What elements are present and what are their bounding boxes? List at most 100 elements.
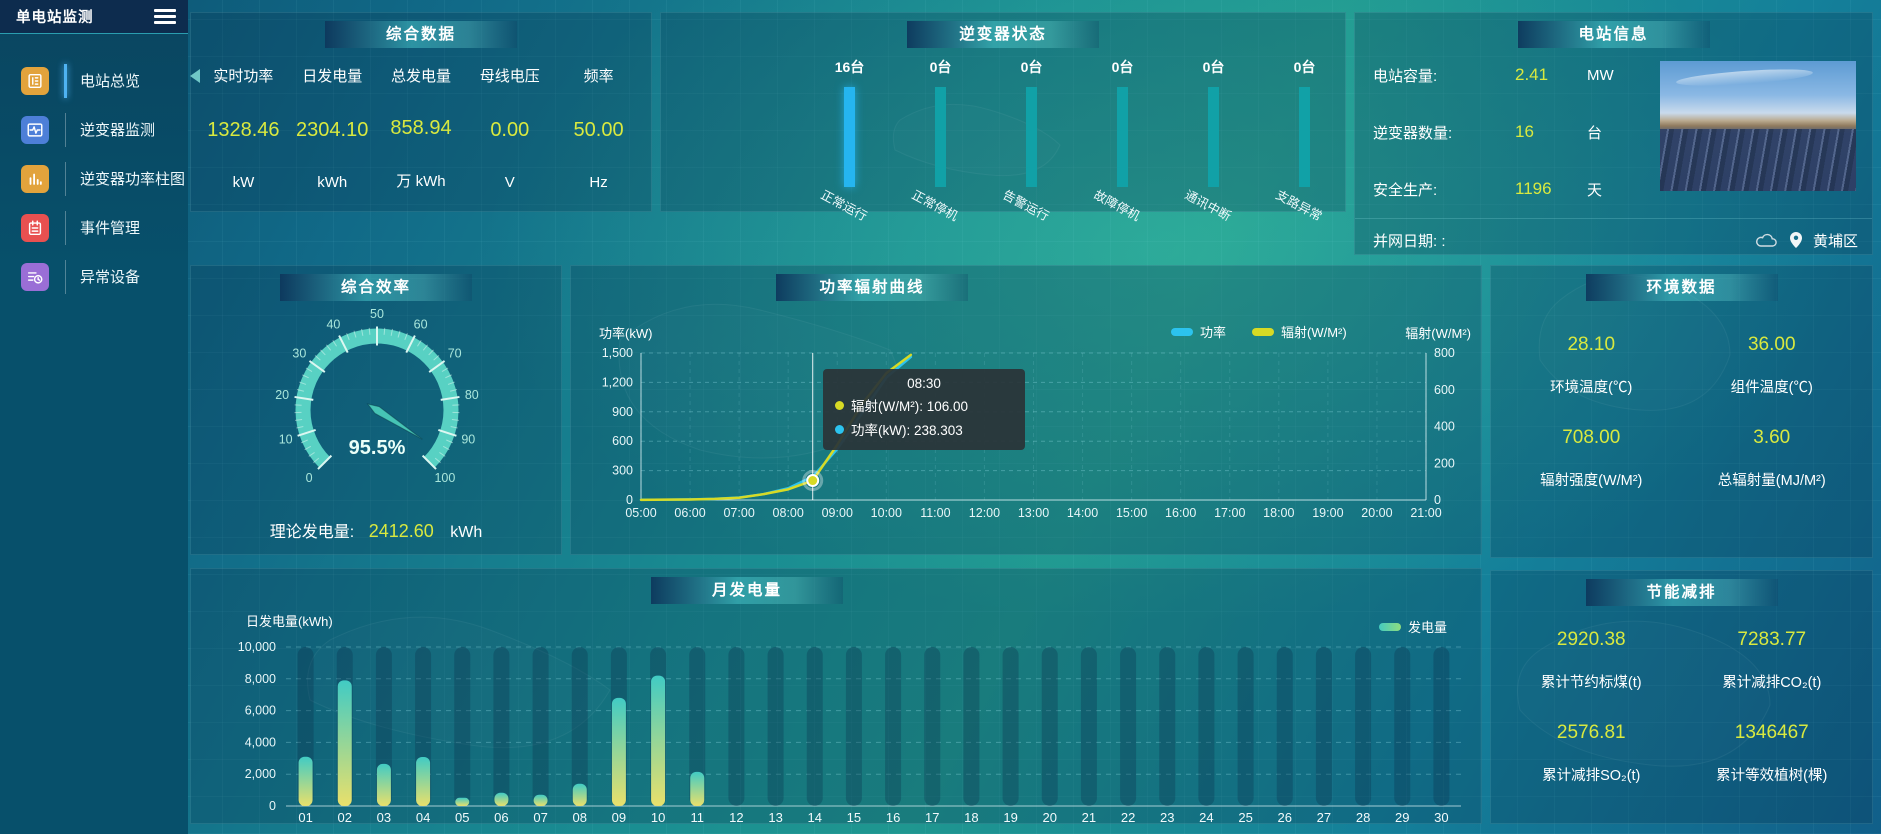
y-axis-name-daily-generation: 日发电量(kWh): [246, 614, 333, 629]
svg-text:40: 40: [326, 317, 340, 331]
svg-text:04: 04: [416, 810, 430, 825]
panel-environment: 环境数据 28.10 环境温度(℃) 36.00 组件温度(℃) 708.00 辐射强度(…: [1490, 265, 1873, 558]
metric-value: 1328.46: [207, 118, 280, 141]
tooltip-time: 08:30: [907, 376, 941, 391]
inverter-status-column: 0台 告警运行: [986, 57, 1077, 224]
menu-item-separator: [65, 161, 66, 196]
y-axis-name-power: 功率(kW): [599, 326, 653, 341]
legend-item-发电量[interactable]: 发电量: [1378, 617, 1447, 636]
sidebar-item-电站总览[interactable]: 电站总览: [0, 56, 188, 105]
metric-label: 母线电压: [479, 68, 540, 85]
status-count: 0台: [1202, 59, 1225, 75]
svg-text:20: 20: [1043, 810, 1057, 825]
monthly-legend: 发电量: [1378, 617, 1447, 636]
panel-inverter-status: 逆变器状态 16台 正常运行 0台 正常停机 0台 告警运行 0台 故障停机 0台 通讯中断 0台支…: [660, 12, 1346, 224]
legend-item-功率[interactable]: 功率: [1171, 322, 1226, 341]
svg-text:02: 02: [338, 810, 352, 825]
legend-marker: [1378, 622, 1401, 631]
stat-label: 总辐射量(MJ/M²): [1717, 473, 1826, 489]
svg-text:0: 0: [1434, 493, 1441, 507]
inverter-status-column: 16台 正常运行: [804, 57, 895, 224]
svg-text:70: 70: [448, 347, 462, 361]
status-count: 0台: [1293, 59, 1316, 75]
stat-value: 1346467: [1734, 722, 1809, 743]
svg-text:05: 05: [455, 810, 469, 825]
stat-label: 累计减排SO₂(t): [1542, 768, 1641, 784]
svg-text:4,000: 4,000: [245, 735, 276, 749]
panel-title-environment: 环境数据: [1585, 274, 1778, 301]
hamburger-menu-icon[interactable]: [152, 4, 178, 30]
panel-title-inverter-status: 逆变器状态: [907, 21, 1099, 48]
svg-text:16:00: 16:00: [1165, 506, 1196, 520]
station-row-value: 16: [1515, 122, 1534, 141]
sidebar-item-label: 异常设备: [80, 269, 141, 286]
svg-text:0: 0: [269, 799, 276, 813]
sidebar-collapse-arrow[interactable]: [190, 69, 200, 83]
legend-label: 功率: [1200, 325, 1227, 340]
station-info-row: 安全生产: 1196 天: [1373, 177, 1673, 201]
inverter-status-column: 0台 通讯中断: [1168, 57, 1259, 224]
tooltip-text: 功率(kW): 238.303: [851, 423, 963, 438]
station-info-row: 电站容量: 2.41 MW: [1373, 63, 1673, 87]
tooltip-line: 功率(kW): 238.303: [835, 419, 1013, 439]
status-count: 0台: [1020, 59, 1043, 75]
station-row-label: 电站容量:: [1373, 67, 1438, 85]
status-bar: [935, 87, 946, 187]
legend-item-辐射(W/M²)[interactable]: 辐射(W/M²): [1252, 322, 1347, 341]
stat-value: 28.10: [1567, 334, 1616, 355]
legend-marker: [1171, 327, 1193, 336]
svg-text:21:00: 21:00: [1410, 506, 1441, 520]
chart-tooltip: 08:30 辐射(W/M²): 106.00 功率(kW): 238.303: [823, 369, 1025, 450]
svg-text:06: 06: [494, 810, 508, 825]
stat-cell: 2920.38 累计节约标煤(t): [1501, 629, 1682, 692]
inverter-status-column: 0台 故障停机: [1077, 57, 1168, 224]
sidebar-item-label: 电站总览: [80, 73, 141, 90]
svg-text:09:00: 09:00: [822, 506, 853, 520]
metric-unit: Hz: [589, 174, 608, 191]
svg-text:18: 18: [964, 810, 978, 825]
sidebar-menu: 电站总览逆变器监测 逆变器功率柱图 事件管理异常设备: [0, 34, 188, 301]
summary-metrics: 实时功率 1328.46 kW 日发电量 2304.10 kWh 总发电量 858.94 万 k…: [199, 57, 643, 201]
sidebar: 单电站监测 电站总览 逆变器监测 逆变器功率柱图 事件管理 异常设备: [0, 0, 188, 834]
sidebar-item-逆变器功率柱图[interactable]: 逆变器功率柱图: [0, 154, 188, 203]
stat-label: 累计等效植树(棵): [1716, 768, 1828, 784]
power-curve-legend: 功率 辐射(W/M²): [1171, 322, 1347, 341]
summary-metric: 频率 50.00 Hz: [554, 57, 643, 201]
barchart-icon: [21, 164, 49, 193]
sidebar-item-异常设备[interactable]: 异常设备: [0, 252, 188, 301]
sidebar-item-逆变器监测[interactable]: 逆变器监测: [0, 105, 188, 154]
svg-text:95.5%: 95.5%: [349, 437, 406, 459]
tooltip-series-dot: [835, 400, 844, 410]
svg-text:13: 13: [768, 810, 782, 825]
metric-unit: kW: [232, 174, 255, 191]
summary-metric: 实时功率 1328.46 kW: [199, 57, 288, 201]
svg-text:18:00: 18:00: [1263, 506, 1294, 520]
station-row-value: 2.41: [1515, 65, 1549, 84]
panel-summary: 综合数据 实时功率 1328.46 kW 日发电量 2304.10 kWh 总发电量 858.…: [190, 12, 652, 212]
svg-text:2,000: 2,000: [245, 767, 276, 781]
svg-text:07:00: 07:00: [723, 506, 754, 520]
svg-text:1,200: 1,200: [602, 375, 633, 389]
device-icon: [21, 262, 49, 291]
stat-cell: 36.00 组件温度(℃): [1682, 334, 1863, 397]
svg-text:23: 23: [1160, 810, 1174, 825]
summary-metric: 母线电压 0.00 V: [465, 57, 554, 201]
svg-text:06:00: 06:00: [674, 506, 705, 520]
stat-value: 2920.38: [1556, 629, 1626, 650]
stat-label: 组件温度(℃): [1730, 380, 1813, 396]
station-info-row: 逆变器数量: 16 台: [1373, 120, 1673, 144]
svg-text:08: 08: [573, 810, 587, 825]
menu-item-separator: [65, 112, 66, 147]
panel-title-power-curve: 功率辐射曲线: [776, 274, 968, 301]
sidebar-item-事件管理[interactable]: 事件管理: [0, 203, 188, 252]
svg-text:16: 16: [886, 810, 900, 825]
svg-text:100: 100: [434, 471, 455, 485]
svg-text:90: 90: [461, 433, 475, 447]
stat-cell: 28.10 环境温度(℃): [1501, 334, 1682, 397]
inverter-status-column: 0台 支路异常: [1259, 57, 1350, 224]
svg-text:20: 20: [275, 388, 289, 402]
svg-text:11:00: 11:00: [920, 506, 950, 520]
svg-text:10: 10: [279, 433, 293, 447]
svg-text:09: 09: [612, 810, 626, 825]
svg-text:27: 27: [1317, 810, 1331, 825]
